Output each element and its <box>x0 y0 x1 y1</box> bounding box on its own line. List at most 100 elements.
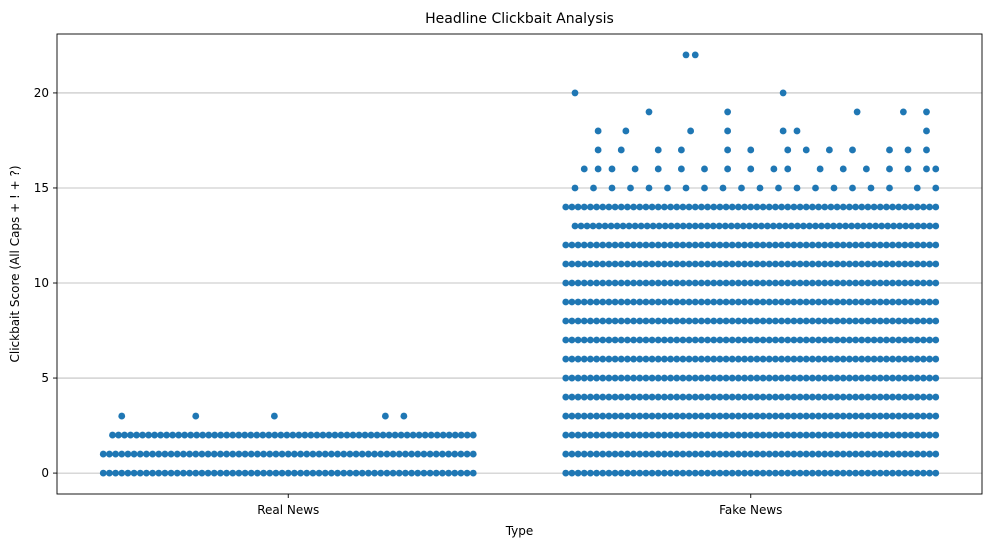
data-point <box>862 165 870 173</box>
data-point <box>630 393 637 401</box>
data-point <box>772 469 779 477</box>
data-point <box>673 298 681 306</box>
data-point <box>889 431 896 439</box>
data-point <box>932 450 940 458</box>
data-point <box>790 260 798 268</box>
data-point <box>852 317 859 325</box>
data-point <box>595 222 603 230</box>
data-point <box>691 336 699 344</box>
data-point <box>469 469 477 477</box>
data-point <box>765 317 773 325</box>
data-point <box>784 355 792 363</box>
data-point <box>753 298 761 306</box>
data-point <box>587 374 594 382</box>
data-point <box>691 203 699 211</box>
data-point <box>926 393 933 401</box>
data-point <box>895 393 903 401</box>
data-point <box>889 317 896 325</box>
data-point <box>568 260 576 268</box>
data-point <box>691 241 699 249</box>
data-point <box>648 412 656 420</box>
data-point <box>870 431 878 439</box>
data-point <box>587 241 594 249</box>
data-point <box>636 317 644 325</box>
data-point <box>451 431 459 439</box>
data-point <box>932 165 940 173</box>
data-point <box>784 241 792 249</box>
data-point <box>661 203 668 211</box>
data-point <box>457 431 465 439</box>
data-point <box>698 336 705 344</box>
y-axis-ticks: 0 5 10 15 20 <box>34 86 57 480</box>
data-point <box>568 374 576 382</box>
data-point <box>297 469 304 477</box>
data-point <box>704 412 711 420</box>
data-point <box>716 431 724 439</box>
data-point <box>824 222 831 230</box>
data-point <box>866 222 874 230</box>
data-point <box>173 450 181 458</box>
data-point <box>883 469 890 477</box>
data-point <box>574 260 582 268</box>
data-point <box>800 222 807 230</box>
data-point <box>883 412 890 420</box>
data-point <box>278 450 286 458</box>
data-point <box>876 450 884 458</box>
data-point <box>765 298 773 306</box>
data-point <box>883 336 890 344</box>
data-point <box>827 317 835 325</box>
data-point <box>654 317 662 325</box>
data-point <box>112 469 119 477</box>
data-point <box>747 450 755 458</box>
data-point <box>580 317 588 325</box>
data-point <box>667 279 674 287</box>
data-point <box>667 336 674 344</box>
data-point <box>143 450 150 458</box>
data-point <box>704 203 711 211</box>
data-point <box>753 450 761 458</box>
data-point <box>776 222 783 230</box>
data-point <box>710 279 718 287</box>
data-point <box>627 184 634 192</box>
data-point <box>648 450 656 458</box>
data-point <box>809 298 816 306</box>
data-point <box>667 260 674 268</box>
data-point <box>642 203 650 211</box>
data-point <box>913 317 921 325</box>
data-point <box>169 431 177 439</box>
data-point <box>691 279 699 287</box>
data-point <box>636 412 644 420</box>
data-point <box>846 336 853 344</box>
data-point <box>691 412 699 420</box>
data-point <box>704 469 711 477</box>
data-point <box>574 279 582 287</box>
data-point <box>747 317 755 325</box>
data-point <box>698 355 705 363</box>
data-point <box>722 469 730 477</box>
data-point <box>593 412 600 420</box>
data-point <box>648 393 656 401</box>
data-point <box>883 317 890 325</box>
data-point <box>753 374 761 382</box>
data-point <box>846 279 853 287</box>
data-point <box>772 279 779 287</box>
data-point <box>858 393 866 401</box>
data-point <box>562 469 570 477</box>
data-point <box>580 393 588 401</box>
data-point <box>637 222 645 230</box>
data-point <box>340 450 348 458</box>
data-point <box>809 241 816 249</box>
data-point <box>303 469 311 477</box>
data-point <box>685 374 693 382</box>
data-point <box>192 412 200 420</box>
data-point <box>920 469 927 477</box>
data-point <box>821 431 829 439</box>
data-point <box>895 203 903 211</box>
data-point <box>167 469 175 477</box>
data-point <box>870 317 878 325</box>
data-point <box>716 393 724 401</box>
data-point <box>667 203 674 211</box>
data-point <box>796 298 804 306</box>
data-point <box>346 450 354 458</box>
data-point <box>562 241 570 249</box>
